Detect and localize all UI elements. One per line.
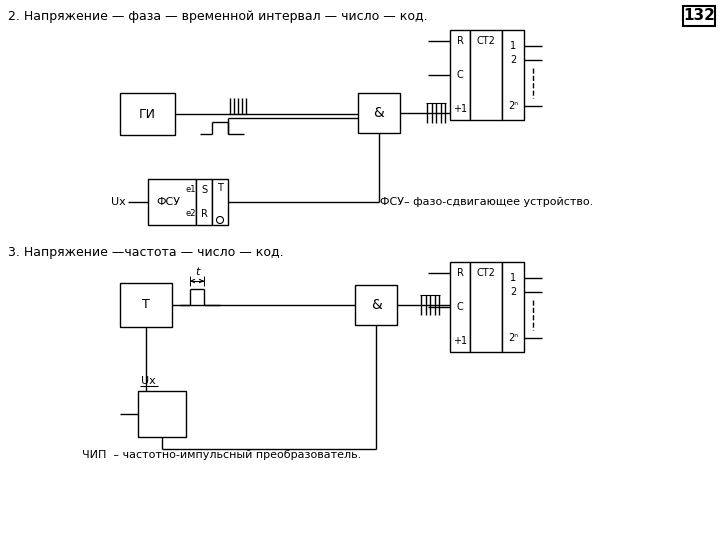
Bar xyxy=(450,262,470,352)
Text: +1: +1 xyxy=(453,104,467,114)
Text: e2: e2 xyxy=(186,210,197,219)
Text: 2ⁿ: 2ⁿ xyxy=(508,333,518,343)
Bar xyxy=(138,391,186,437)
Text: t: t xyxy=(195,267,199,277)
Bar xyxy=(502,262,524,352)
Bar xyxy=(196,179,212,225)
Bar xyxy=(470,30,502,120)
Text: СТ2: СТ2 xyxy=(477,36,495,46)
Text: 1: 1 xyxy=(510,273,516,283)
Text: 2: 2 xyxy=(510,55,516,65)
Text: Ux: Ux xyxy=(112,197,126,207)
Bar xyxy=(355,285,397,325)
Bar xyxy=(120,93,175,135)
Text: R: R xyxy=(201,209,207,219)
Bar xyxy=(683,6,715,26)
Text: T: T xyxy=(217,183,223,193)
Text: ФСУ– фазо-сдвигающее устройство.: ФСУ– фазо-сдвигающее устройство. xyxy=(380,197,593,207)
Bar xyxy=(502,30,524,120)
Bar xyxy=(470,262,502,352)
Text: Ux: Ux xyxy=(141,376,156,386)
Text: R: R xyxy=(456,36,464,46)
Bar xyxy=(148,179,196,225)
Text: ГИ: ГИ xyxy=(139,107,156,120)
Text: 3. Напряжение —частота — число — код.: 3. Напряжение —частота — число — код. xyxy=(8,246,284,259)
Text: R: R xyxy=(456,268,464,278)
Bar xyxy=(450,30,470,120)
Text: 2: 2 xyxy=(510,287,516,297)
Text: 2. Напряжение — фаза — временной интервал — число — код.: 2. Напряжение — фаза — временной интерва… xyxy=(8,10,428,23)
Text: S: S xyxy=(201,185,207,195)
Bar xyxy=(212,179,228,225)
Bar xyxy=(120,283,172,327)
Bar xyxy=(358,93,400,133)
Text: 1: 1 xyxy=(510,41,516,51)
Text: 2ⁿ: 2ⁿ xyxy=(508,101,518,111)
Text: C: C xyxy=(456,70,464,80)
Text: &: & xyxy=(374,106,384,120)
Text: 132: 132 xyxy=(683,9,715,24)
Text: e1: e1 xyxy=(186,186,197,194)
Text: &: & xyxy=(371,298,382,312)
Circle shape xyxy=(217,217,223,224)
Text: СТ2: СТ2 xyxy=(477,268,495,278)
Text: C: C xyxy=(456,302,464,312)
Text: ФСУ: ФСУ xyxy=(156,197,180,207)
Text: Т: Т xyxy=(142,299,150,312)
Text: +1: +1 xyxy=(453,336,467,346)
Text: ЧИП  – частотно-импульсный преобразователь.: ЧИП – частотно-импульсный преобразовател… xyxy=(82,450,361,460)
